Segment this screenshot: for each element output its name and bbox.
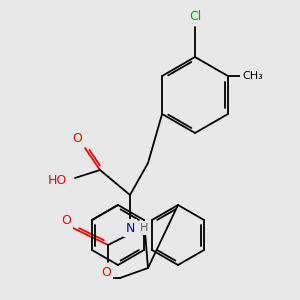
Text: H: H	[140, 223, 148, 233]
Text: O: O	[72, 131, 82, 145]
Text: HO: HO	[47, 175, 67, 188]
Text: CH₃: CH₃	[242, 71, 263, 81]
Text: O: O	[61, 214, 71, 226]
Text: O: O	[101, 266, 111, 278]
Text: Cl: Cl	[189, 11, 201, 23]
Text: N: N	[125, 221, 135, 235]
